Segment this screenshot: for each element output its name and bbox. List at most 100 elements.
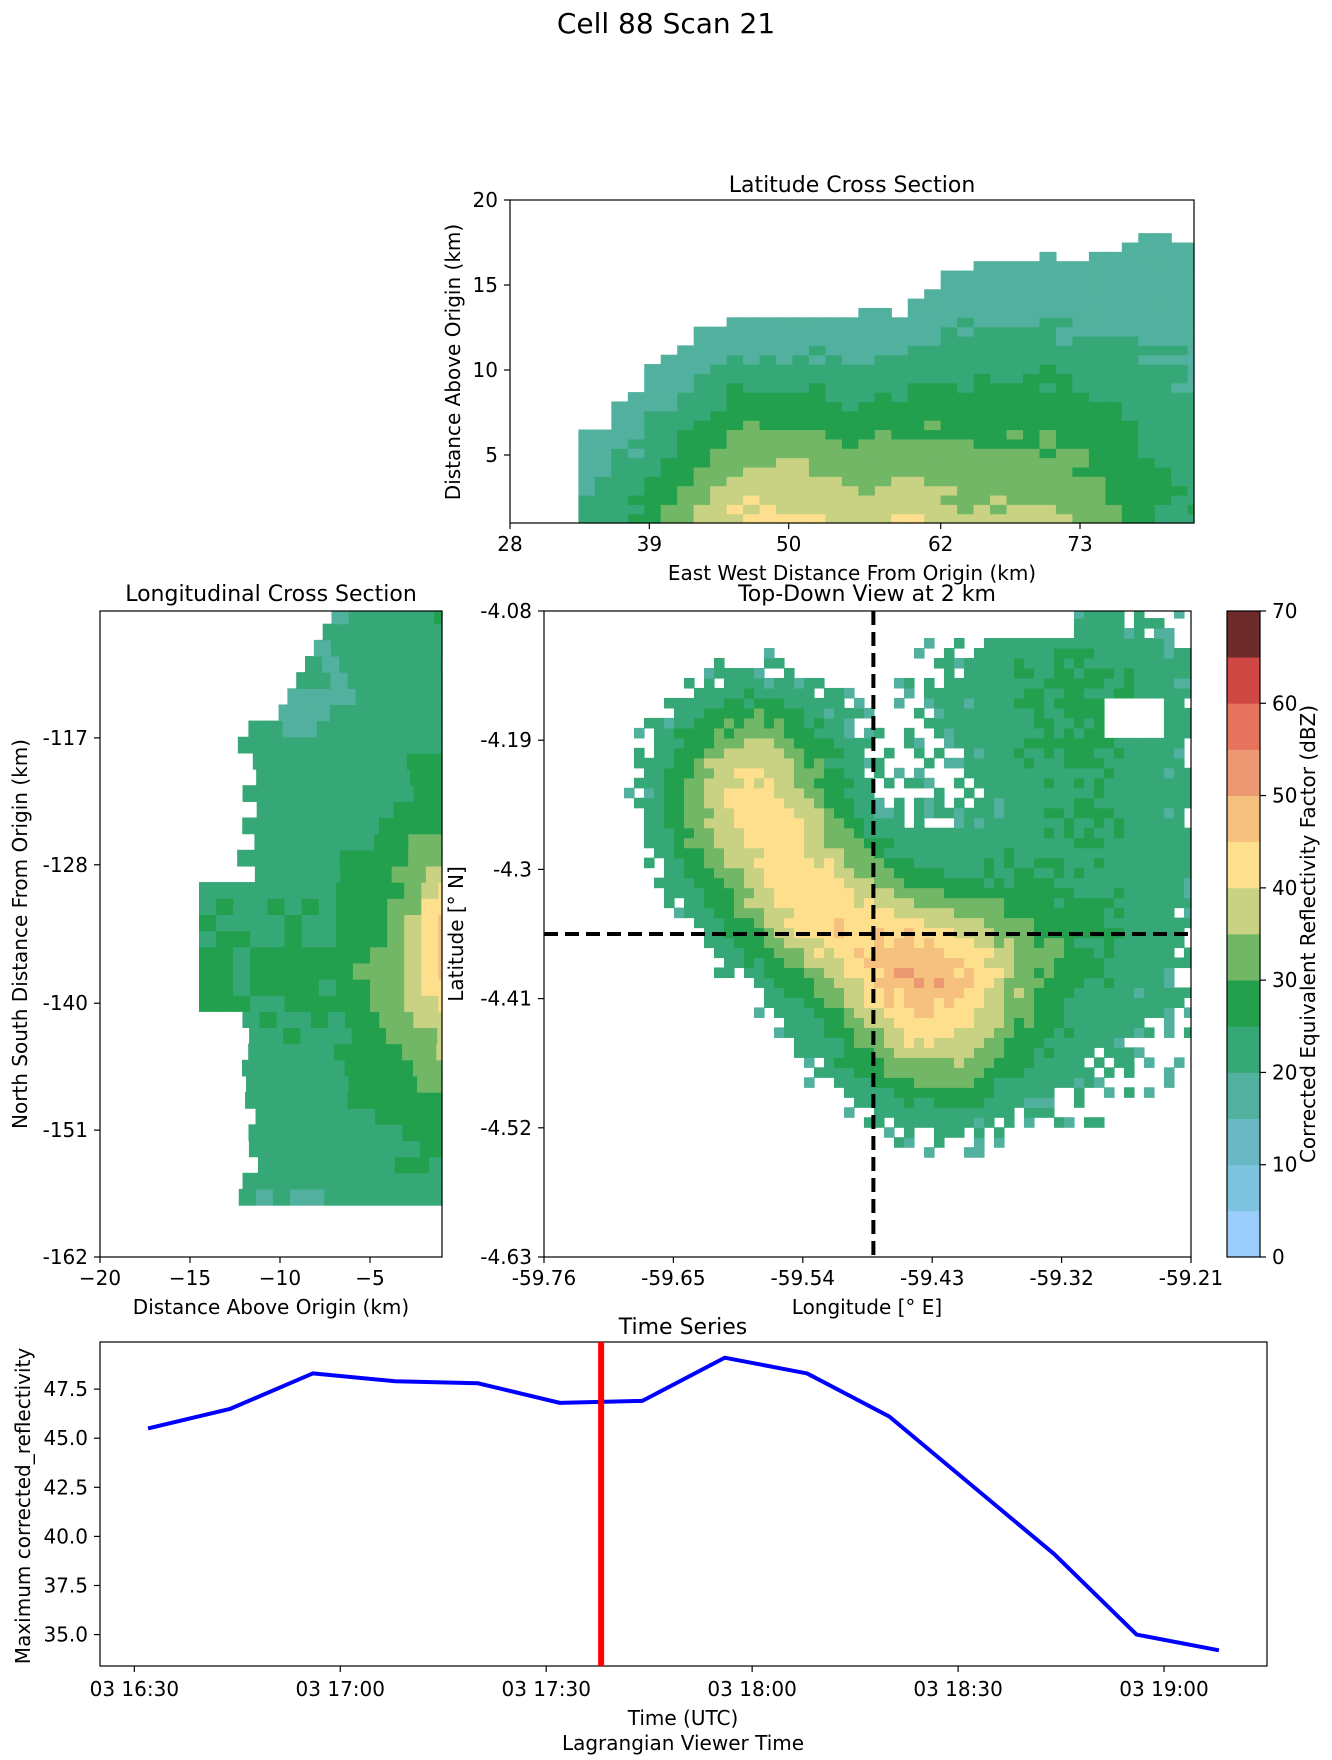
top-down-cell	[973, 727, 985, 739]
top-down-cell	[923, 997, 935, 1009]
latitude-cell	[907, 326, 925, 337]
latitude-cell	[578, 504, 596, 515]
latitude-cell	[841, 317, 859, 328]
top-down-cell	[813, 867, 825, 879]
top-down-cell	[903, 867, 915, 879]
longitudinal-cell	[242, 1172, 261, 1190]
top-down-cell	[773, 967, 785, 979]
colorbar-swatch	[1227, 1210, 1260, 1258]
top-down-cell	[1103, 1047, 1115, 1058]
top-down-cell	[1173, 937, 1185, 949]
longitudinal-cell	[392, 1188, 411, 1206]
latitude-cross-section: Latitude Cross Section 28 39 50 62 73 510152…	[441, 173, 1195, 585]
top-down-cell	[823, 837, 835, 849]
longitudinal-cell	[266, 1140, 284, 1158]
top-down-cell	[1063, 837, 1075, 849]
latitude-cell	[973, 410, 991, 421]
latitude-cell	[1055, 457, 1073, 468]
top-down-cell	[753, 757, 765, 769]
top-down-cell	[1083, 638, 1095, 649]
top-down-cell	[753, 937, 765, 949]
longitudinal-cell	[352, 962, 371, 980]
top-down-cell	[1073, 847, 1085, 859]
latitude-cell	[644, 382, 662, 393]
top-down-cell	[1053, 1007, 1065, 1018]
top-down-cell	[1133, 847, 1145, 859]
top-down-cell	[1013, 877, 1025, 889]
latitude-cell	[1055, 448, 1073, 459]
latitude-cell	[1039, 494, 1057, 505]
top-down-cell	[1173, 767, 1185, 779]
latitude-cell	[891, 466, 909, 477]
top-down-cell	[913, 1007, 925, 1018]
top-down-cell	[793, 717, 805, 729]
top-down-cell	[1173, 817, 1185, 829]
longitudinal-cell	[385, 1140, 404, 1158]
latitude-cell	[710, 494, 728, 505]
latitude-cell	[1105, 345, 1123, 356]
latitude-cell	[726, 438, 744, 449]
top-down-cell	[1023, 847, 1035, 859]
top-down-cell	[653, 797, 665, 809]
top-down-cell	[953, 1037, 965, 1048]
top-down-cell	[933, 887, 945, 899]
latitude-cell	[990, 504, 1008, 515]
latitude-cell	[644, 392, 662, 403]
top-down-cell	[983, 648, 995, 659]
top-down-cell	[973, 927, 985, 939]
latitude-cell	[726, 401, 744, 412]
top-down-cell	[963, 1117, 975, 1128]
top-down-cell	[713, 837, 725, 849]
latitude-cell	[1121, 270, 1139, 281]
top-down-cell	[1183, 717, 1192, 729]
top-down-cell	[1093, 677, 1105, 689]
top-down-cell	[1173, 687, 1185, 699]
top-down-cell	[843, 797, 855, 809]
top-down-cell	[1053, 687, 1065, 699]
latitude-cell	[1006, 298, 1024, 309]
longitudinal-cell	[331, 1075, 350, 1093]
top-down-cell	[953, 1087, 965, 1098]
longitudinal-cell	[357, 865, 376, 883]
top-down-cell	[1033, 887, 1045, 899]
top-down-cell	[963, 1057, 975, 1068]
top-down-cell	[793, 707, 805, 719]
top-down-cell	[1103, 648, 1115, 659]
top-down-cell	[783, 987, 795, 999]
top-down-cell	[1053, 827, 1065, 839]
top-down-cell	[813, 907, 825, 919]
top-down-cell	[1153, 977, 1165, 989]
latitude-cell	[1055, 504, 1073, 515]
time-series-y-tick: 40.0	[43, 1524, 88, 1548]
longitudinal-cell	[286, 752, 305, 770]
top-down-cell	[1103, 1067, 1115, 1078]
top-down-cell	[923, 777, 935, 789]
top-down-cell	[873, 727, 885, 739]
latitude-cell	[973, 420, 991, 431]
top-down-cell	[1183, 1027, 1192, 1038]
top-down-cell	[933, 1137, 945, 1148]
top-down-cell	[1093, 987, 1105, 999]
colorbar-tick: 60	[1272, 691, 1297, 715]
top-down-cell	[1133, 917, 1145, 929]
longitudinal-cell	[339, 849, 358, 867]
longitudinal-cell	[256, 769, 274, 786]
top-down-x-tick: -59.43	[900, 1266, 964, 1290]
longitudinal-cell	[282, 720, 301, 738]
top-down-cell	[903, 1037, 915, 1048]
latitude-cell	[1138, 448, 1156, 459]
top-down-cell	[723, 887, 735, 899]
latitude-cell	[611, 448, 629, 459]
latitude-cell	[1187, 345, 1195, 356]
top-down-cell	[793, 887, 805, 899]
top-down-cell	[723, 747, 735, 759]
top-down-cell	[643, 857, 655, 869]
top-down-cell	[1013, 727, 1025, 739]
top-down-cell	[843, 717, 855, 729]
top-down-cell	[853, 947, 865, 959]
top-down-cell	[1073, 638, 1085, 649]
longitudinal-cell	[389, 688, 408, 706]
top-down-cell	[973, 977, 985, 989]
latitude-cell	[1187, 373, 1195, 384]
top-down-cell	[663, 857, 675, 869]
